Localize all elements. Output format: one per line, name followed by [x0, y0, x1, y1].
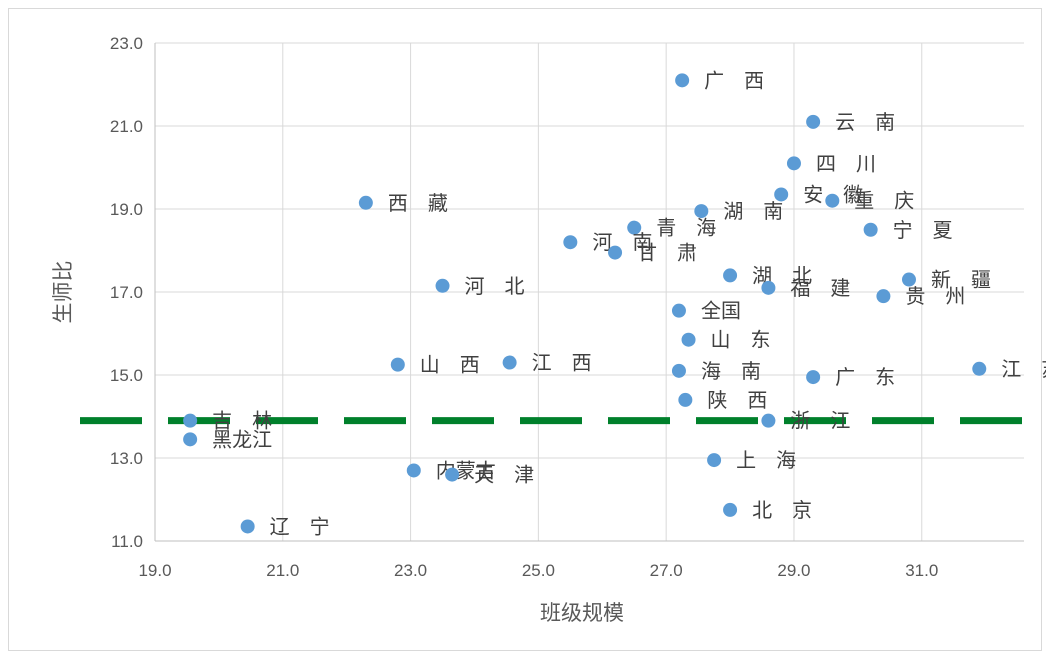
- x-tick-label: 19.0: [138, 561, 171, 580]
- data-point: [863, 222, 878, 237]
- data-label: 新 疆: [931, 268, 991, 292]
- data-point: [563, 235, 578, 250]
- data-label: 北 京: [752, 498, 812, 522]
- data-point: [723, 502, 738, 517]
- data-label: 河 北: [465, 274, 525, 298]
- data-point: [707, 453, 722, 468]
- y-tick-label: 17.0: [110, 283, 143, 302]
- data-label: 全国: [701, 299, 741, 323]
- data-label: 吉 林: [212, 409, 272, 433]
- y-tick-label: 15.0: [110, 366, 143, 385]
- data-point: [761, 280, 776, 295]
- data-point: [240, 519, 255, 534]
- data-point: [723, 268, 738, 283]
- data-points: 广 西云 南四 川安 徽重 庆西 藏湖 南青 海宁 夏河 南甘 肃湖 北新 疆河…: [183, 68, 1046, 538]
- data-label: 江 西: [532, 351, 592, 375]
- data-label: 甘 肃: [637, 241, 697, 265]
- data-point: [671, 303, 686, 318]
- data-label: 广 西: [704, 68, 764, 92]
- data-point: [183, 432, 198, 447]
- data-point: [806, 370, 821, 385]
- data-label: 江 苏: [1001, 357, 1046, 381]
- data-label: 海 南: [701, 359, 761, 383]
- data-label: 山 东: [711, 328, 771, 352]
- data-label: 黑龙江: [212, 427, 272, 451]
- data-point: [774, 187, 789, 202]
- data-point: [627, 220, 642, 235]
- x-tick-label: 21.0: [266, 561, 299, 580]
- data-label: 青 海: [656, 216, 716, 240]
- data-point: [183, 413, 198, 428]
- data-label: 宁 夏: [893, 218, 953, 242]
- data-label: 辽 宁: [270, 514, 330, 538]
- y-tick-label: 23.0: [110, 34, 143, 53]
- y-tick-label: 19.0: [110, 200, 143, 219]
- data-label: 湖 南: [723, 199, 783, 223]
- y-axis-title: 生师比: [51, 261, 75, 324]
- x-tick-label: 23.0: [394, 561, 427, 580]
- data-point: [761, 413, 776, 428]
- data-point: [901, 272, 916, 287]
- data-label: 天 津: [474, 463, 534, 487]
- data-label: 云 南: [835, 110, 895, 134]
- x-tick-label: 27.0: [650, 561, 683, 580]
- axes: 11.0 13.0 15.0 17.0 19.0 21.0 23.0 19.0 21.0 23.0…: [110, 34, 1024, 580]
- data-point: [876, 289, 891, 304]
- x-axis-title: 班级规模: [540, 601, 624, 625]
- data-point: [678, 392, 693, 407]
- data-point: [445, 467, 460, 482]
- data-point: [671, 363, 686, 378]
- x-tick-label: 31.0: [905, 561, 938, 580]
- x-tick-label: 29.0: [777, 561, 810, 580]
- data-point: [825, 193, 840, 208]
- y-tick-label: 13.0: [110, 449, 143, 468]
- data-label: 上 海: [736, 448, 796, 472]
- data-point: [435, 278, 450, 293]
- data-label: 四 川: [816, 151, 876, 175]
- data-label: 浙 江: [790, 409, 850, 433]
- data-label: 河 南: [592, 230, 652, 254]
- data-label: 湖 北: [752, 263, 812, 287]
- x-tick-label: 25.0: [522, 561, 555, 580]
- data-label: 广 东: [835, 365, 895, 389]
- data-label: 陕 西: [707, 388, 767, 412]
- data-point: [806, 114, 821, 129]
- data-point: [694, 204, 709, 219]
- data-label: 西 藏: [388, 191, 448, 215]
- y-tick-label: 21.0: [110, 117, 143, 136]
- data-point: [406, 463, 421, 478]
- data-label: 贵 州: [905, 284, 965, 308]
- data-label: 内蒙古: [436, 458, 496, 482]
- data-point: [675, 73, 690, 88]
- chart-area: [8, 8, 1042, 651]
- data-point: [358, 195, 373, 210]
- y-tick-label: 11.0: [111, 532, 143, 551]
- data-label: 福 建: [790, 276, 850, 300]
- data-point: [608, 245, 623, 260]
- data-point: [502, 355, 517, 370]
- data-point: [786, 156, 801, 171]
- data-label: 山 西: [420, 353, 480, 377]
- data-label: 重 庆: [854, 189, 914, 213]
- data-point: [390, 357, 405, 372]
- data-point: [681, 332, 696, 347]
- data-point: [972, 361, 987, 376]
